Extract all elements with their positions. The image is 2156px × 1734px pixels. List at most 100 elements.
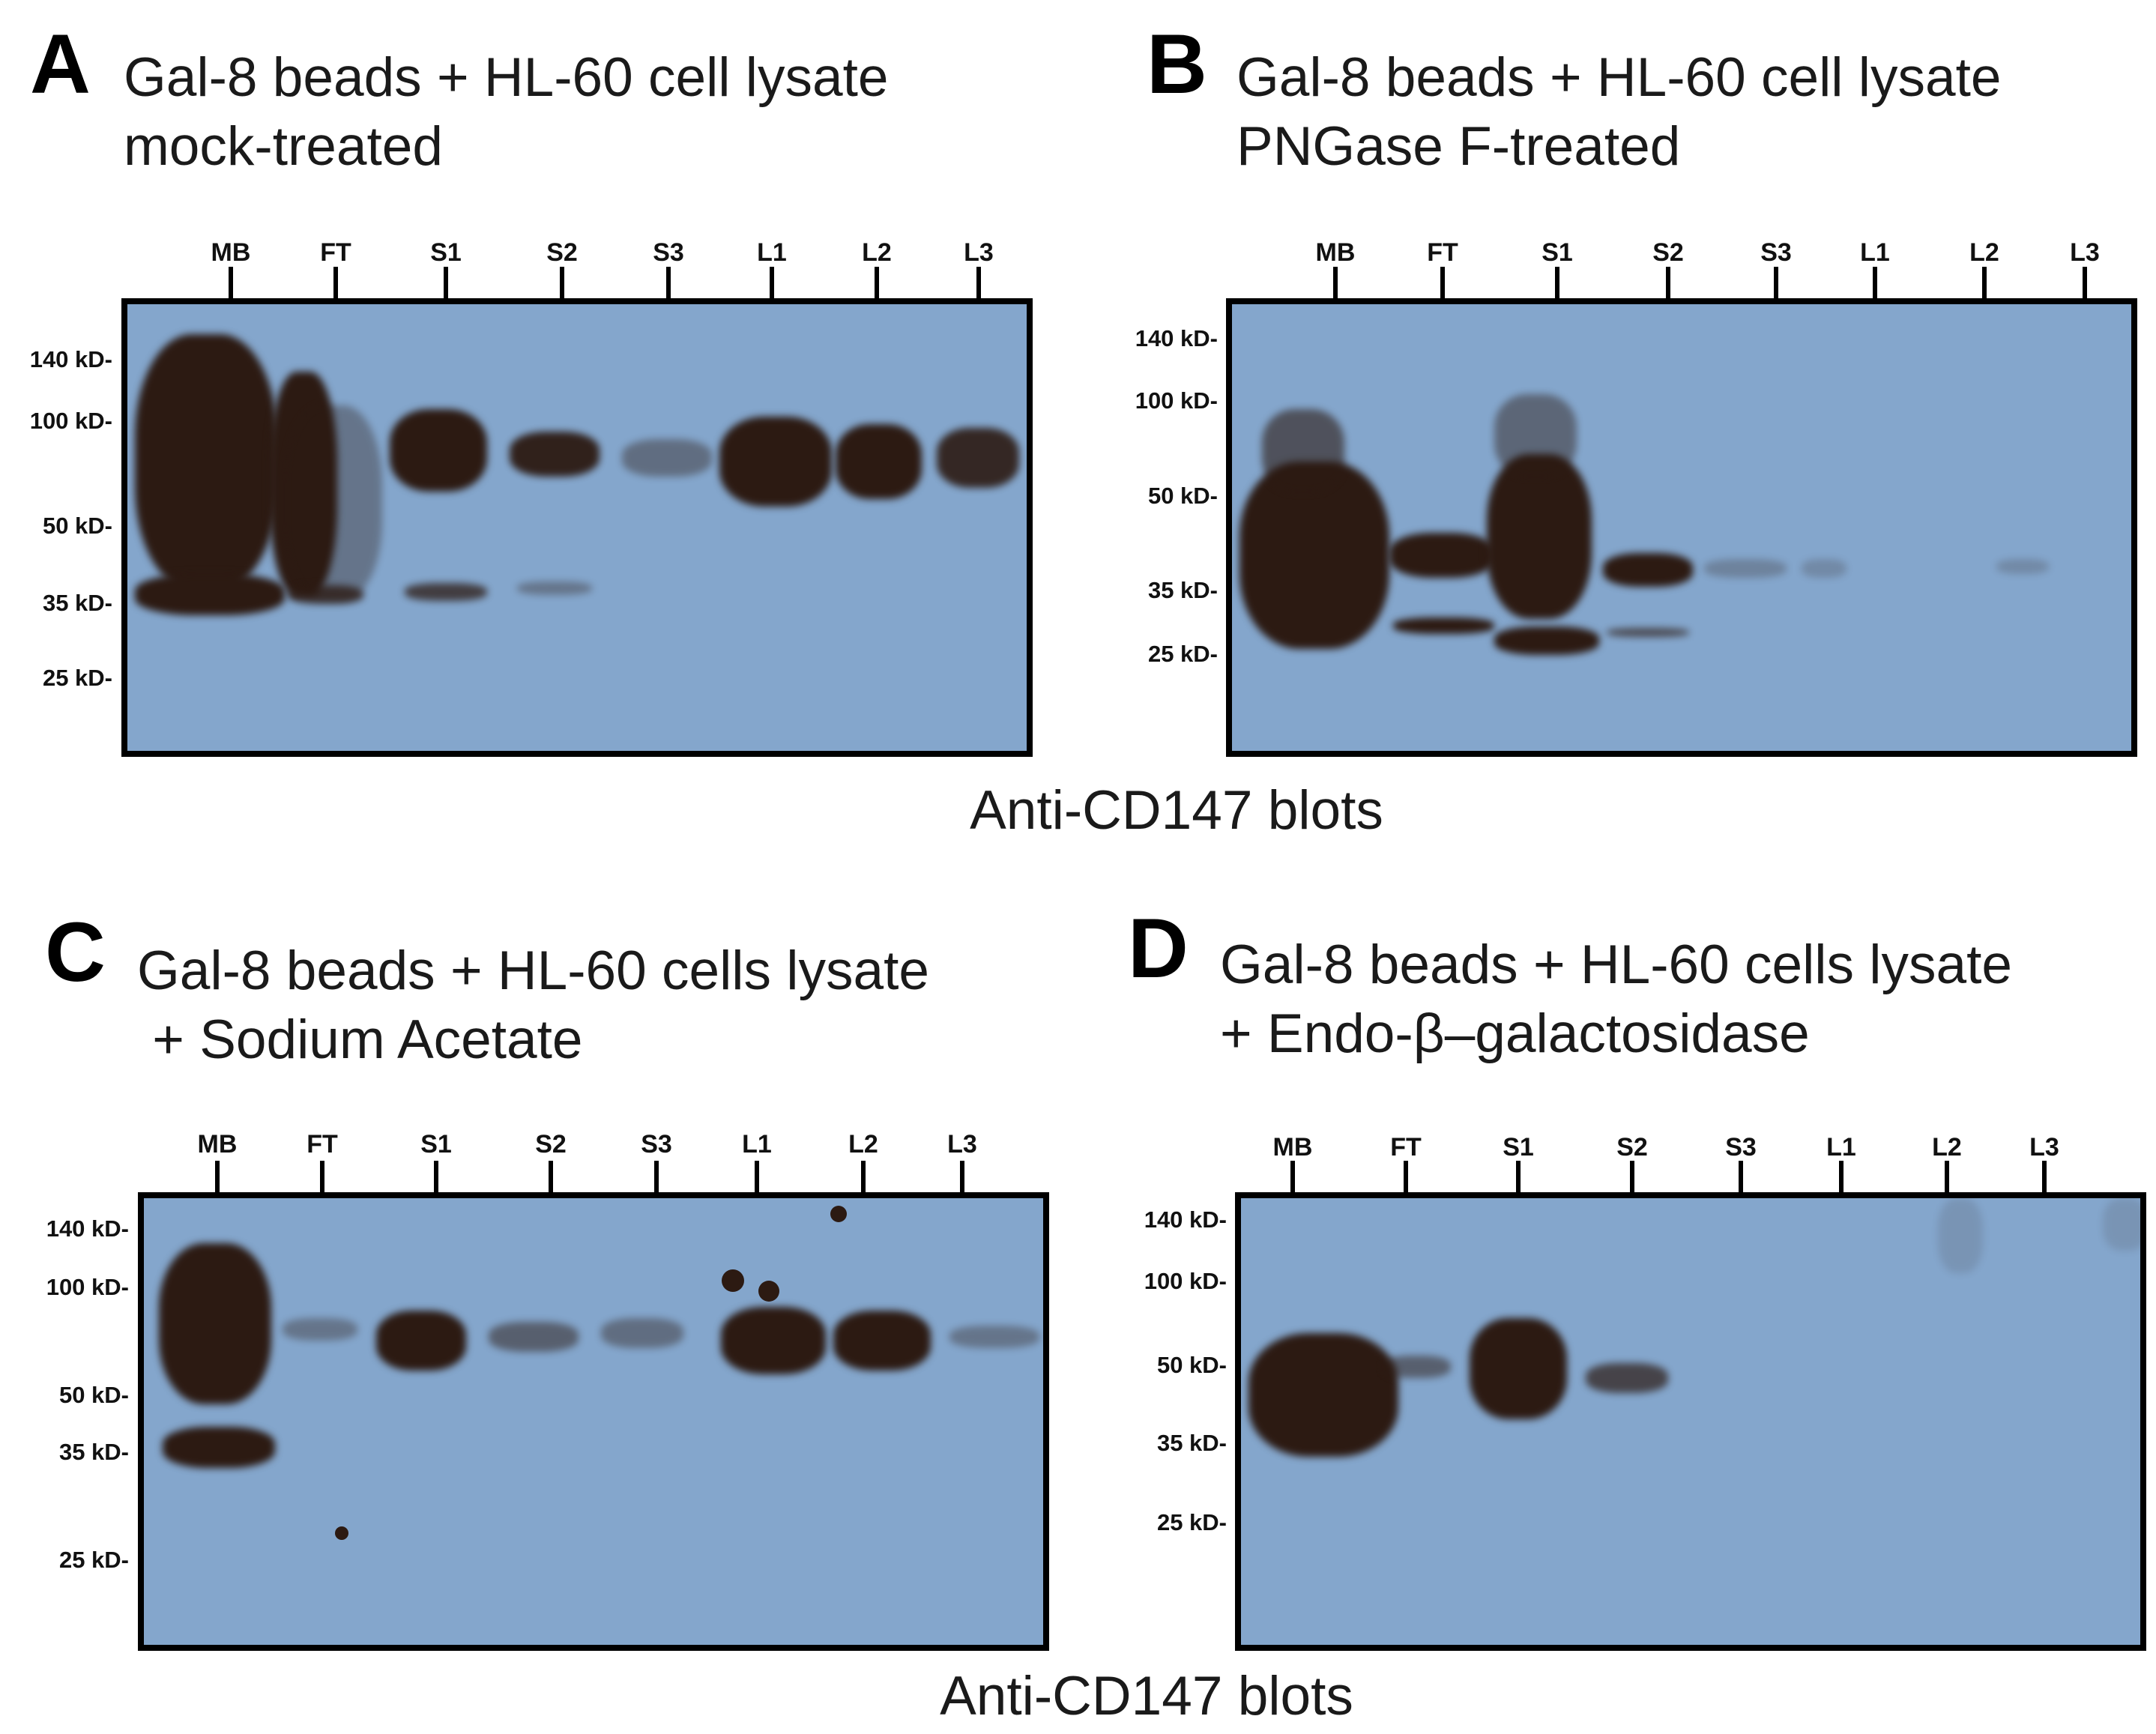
- blot-band: [135, 574, 285, 615]
- lane-label-s1: S1: [1541, 238, 1573, 267]
- lane-label-l1: L1: [1826, 1133, 1856, 1161]
- mw-marker-label: 100 kD-: [46, 1274, 129, 1300]
- mw-marker-label: 35 kD-: [1147, 577, 1218, 603]
- lane-label-mb: MB: [1315, 238, 1356, 267]
- blot-band: [376, 1311, 466, 1371]
- lane-label-l1: L1: [757, 238, 787, 267]
- blot-band: [833, 1311, 931, 1371]
- mw-marker-label: 140 kD-: [1135, 325, 1218, 351]
- lane-label-l2: L2: [1932, 1133, 1962, 1161]
- blot-band: [390, 409, 487, 492]
- lane-label-s1: S1: [420, 1130, 452, 1158]
- panel-title-line1: Gal-8 beads + HL-60 cells lysate: [137, 940, 930, 1001]
- lane-tick: [1666, 267, 1670, 298]
- lane-label-s1: S1: [430, 238, 462, 267]
- lane-tick: [2083, 267, 2087, 298]
- lane-label-mb: MB: [211, 238, 251, 267]
- mw-marker-label: 35 kD-: [1156, 1430, 1227, 1456]
- mw-marker-label: 140 kD-: [1144, 1206, 1227, 1233]
- mw-marker-label: 50 kD-: [1156, 1352, 1227, 1378]
- lane-label-l1: L1: [1860, 238, 1890, 267]
- lane-label-l2: L2: [848, 1130, 878, 1158]
- lane-label-s1: S1: [1503, 1133, 1534, 1161]
- blot-speck: [830, 1206, 847, 1222]
- panel-title-line2: mock-treated: [124, 116, 443, 177]
- blot-image-a: [121, 298, 1033, 757]
- panel-title-line1: Gal-8 beads + HL-60 cell lysate: [124, 47, 889, 108]
- blot-band: [1494, 394, 1577, 477]
- blot-band: [517, 581, 592, 595]
- lane-tick: [755, 1161, 759, 1192]
- lane-label-s3: S3: [1725, 1133, 1757, 1161]
- blot-band: [721, 1307, 826, 1374]
- lane-label-ft: FT: [320, 238, 351, 267]
- blot-band: [1389, 533, 1494, 578]
- lane-tick: [1516, 1161, 1521, 1192]
- blot-speck: [758, 1281, 779, 1302]
- panel-letter: C: [45, 905, 106, 999]
- blot-band: [1802, 559, 1847, 578]
- lane-tick: [1839, 1161, 1844, 1192]
- lane-label-mb: MB: [1272, 1133, 1313, 1161]
- blot-band: [159, 1243, 271, 1404]
- panel-title-line2: PNGase F-treated: [1236, 116, 1681, 177]
- blot-band: [601, 1318, 683, 1348]
- panel-letter: A: [30, 17, 91, 111]
- caption-top: Anti-CD147 blots: [970, 780, 1383, 841]
- blot-band: [1262, 409, 1344, 492]
- blot-band: [1487, 454, 1592, 619]
- lane-label-s2: S2: [1652, 238, 1684, 267]
- lane-tick: [770, 267, 774, 298]
- blot-band: [1607, 628, 1689, 637]
- lane-tick: [320, 1161, 324, 1192]
- blot-band: [1383, 1356, 1451, 1378]
- lane-label-l3: L3: [2029, 1133, 2059, 1161]
- lane-label-l2: L2: [862, 238, 892, 267]
- lane-label-l3: L3: [2070, 238, 2100, 267]
- lane-tick: [549, 1161, 553, 1192]
- mw-marker-label: 100 kD-: [1144, 1268, 1227, 1294]
- lane-tick: [861, 1161, 866, 1192]
- mw-marker-label: 35 kD-: [58, 1439, 129, 1465]
- blot-band: [1494, 626, 1599, 655]
- mw-marker-label: 100 kD-: [1135, 387, 1218, 414]
- blot-image-b: [1226, 298, 2137, 757]
- lane-label-l3: L3: [947, 1130, 977, 1158]
- lane-tick: [666, 267, 671, 298]
- panel-letter: B: [1147, 17, 1207, 111]
- lane-tick: [560, 267, 564, 298]
- mw-marker-label: 140 kD-: [29, 346, 112, 372]
- blot-band: [1704, 559, 1787, 578]
- panel-title-line2: + Endo-β–galactosidase: [1220, 1003, 1810, 1064]
- panel-letter: D: [1128, 901, 1189, 995]
- lane-label-ft: FT: [1427, 238, 1458, 267]
- blot-band: [270, 372, 337, 596]
- lane-label-s2: S2: [535, 1130, 567, 1158]
- mw-marker-label: 25 kD-: [42, 665, 112, 691]
- lane-label-ft: FT: [1390, 1133, 1422, 1161]
- lane-tick: [1440, 267, 1445, 298]
- lane-label-l3: L3: [964, 238, 994, 267]
- blot-band: [163, 1427, 275, 1468]
- mw-marker-label: 100 kD-: [29, 408, 112, 434]
- lane-label-l1: L1: [742, 1130, 772, 1158]
- blot-band: [1996, 559, 2049, 574]
- lane-tick: [960, 1161, 964, 1192]
- lane-tick: [654, 1161, 659, 1192]
- lane-label-s3: S3: [1760, 238, 1792, 267]
- lane-tick: [1555, 267, 1559, 298]
- panel-title-line1: Gal-8 beads + HL-60 cell lysate: [1236, 47, 2002, 108]
- mw-marker-label: 50 kD-: [1147, 483, 1218, 509]
- blot-image-d: [1235, 1192, 2146, 1651]
- blot-band: [1239, 462, 1389, 649]
- blot-speck: [722, 1269, 744, 1292]
- lane-tick: [1873, 267, 1877, 298]
- lane-label-l2: L2: [1969, 238, 1999, 267]
- blot-band: [2103, 1198, 2140, 1251]
- blot-band: [719, 417, 832, 507]
- lane-tick: [1739, 1161, 1743, 1192]
- blot-band: [285, 405, 382, 600]
- blot-band: [1470, 1318, 1567, 1419]
- blot-band: [283, 1318, 357, 1341]
- blot-band: [836, 424, 922, 499]
